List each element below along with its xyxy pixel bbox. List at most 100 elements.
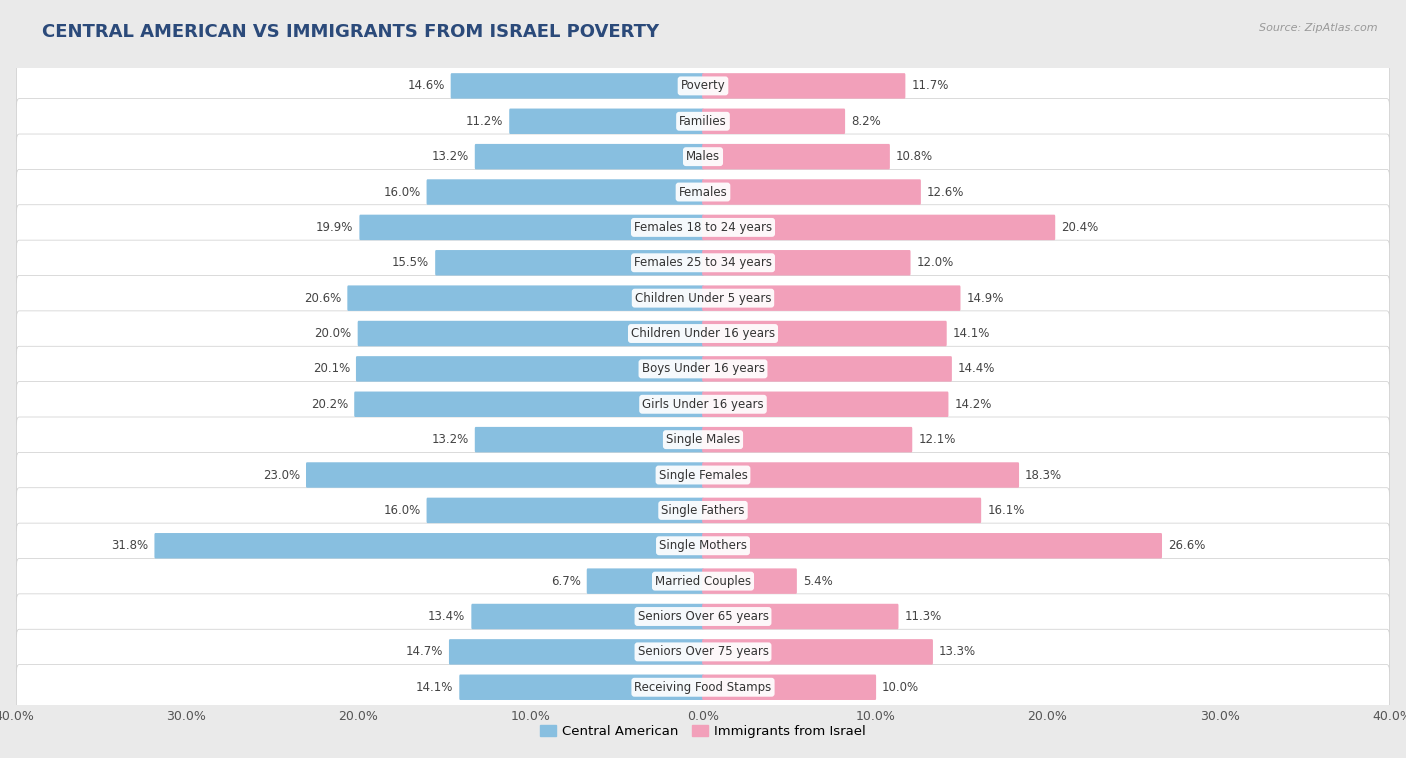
FancyBboxPatch shape <box>17 453 1389 498</box>
Text: 14.1%: 14.1% <box>416 681 453 694</box>
FancyBboxPatch shape <box>702 250 911 275</box>
Text: 13.3%: 13.3% <box>939 645 976 659</box>
FancyBboxPatch shape <box>426 498 704 523</box>
FancyBboxPatch shape <box>702 675 876 700</box>
FancyBboxPatch shape <box>702 286 960 311</box>
Text: 31.8%: 31.8% <box>111 539 149 553</box>
Text: 14.4%: 14.4% <box>957 362 995 375</box>
Text: 14.9%: 14.9% <box>966 292 1004 305</box>
Text: Families: Families <box>679 114 727 128</box>
Text: 20.0%: 20.0% <box>315 327 352 340</box>
Text: Boys Under 16 years: Boys Under 16 years <box>641 362 765 375</box>
FancyBboxPatch shape <box>586 568 704 594</box>
FancyBboxPatch shape <box>460 675 704 700</box>
Text: 19.9%: 19.9% <box>316 221 353 234</box>
FancyBboxPatch shape <box>17 63 1389 108</box>
Text: 13.2%: 13.2% <box>432 433 468 446</box>
FancyBboxPatch shape <box>702 462 1019 487</box>
FancyBboxPatch shape <box>702 108 845 134</box>
Text: 11.2%: 11.2% <box>465 114 503 128</box>
FancyBboxPatch shape <box>702 604 898 629</box>
FancyBboxPatch shape <box>17 559 1389 604</box>
Text: 10.0%: 10.0% <box>882 681 920 694</box>
FancyBboxPatch shape <box>17 629 1389 675</box>
FancyBboxPatch shape <box>17 417 1389 462</box>
FancyBboxPatch shape <box>17 169 1389 215</box>
Text: 12.6%: 12.6% <box>927 186 965 199</box>
Text: Seniors Over 65 years: Seniors Over 65 years <box>637 610 769 623</box>
Text: 11.7%: 11.7% <box>911 80 949 92</box>
FancyBboxPatch shape <box>702 568 797 594</box>
FancyBboxPatch shape <box>426 180 704 205</box>
Text: 6.7%: 6.7% <box>551 575 581 587</box>
Text: 18.3%: 18.3% <box>1025 468 1062 481</box>
Text: 11.3%: 11.3% <box>904 610 942 623</box>
Text: 20.4%: 20.4% <box>1062 221 1098 234</box>
Text: Females 25 to 34 years: Females 25 to 34 years <box>634 256 772 269</box>
Legend: Central American, Immigrants from Israel: Central American, Immigrants from Israel <box>534 719 872 743</box>
Text: Seniors Over 75 years: Seniors Over 75 years <box>637 645 769 659</box>
FancyBboxPatch shape <box>354 392 704 417</box>
FancyBboxPatch shape <box>471 604 704 629</box>
Text: 13.4%: 13.4% <box>427 610 465 623</box>
Text: Single Males: Single Males <box>666 433 740 446</box>
FancyBboxPatch shape <box>17 381 1389 427</box>
FancyBboxPatch shape <box>702 321 946 346</box>
Text: 5.4%: 5.4% <box>803 575 832 587</box>
Text: 15.5%: 15.5% <box>392 256 429 269</box>
Text: Females 18 to 24 years: Females 18 to 24 years <box>634 221 772 234</box>
FancyBboxPatch shape <box>347 286 704 311</box>
Text: Source: ZipAtlas.com: Source: ZipAtlas.com <box>1260 23 1378 33</box>
Text: 12.1%: 12.1% <box>918 433 956 446</box>
Text: Children Under 5 years: Children Under 5 years <box>634 292 772 305</box>
Text: 20.6%: 20.6% <box>304 292 342 305</box>
Text: 12.0%: 12.0% <box>917 256 953 269</box>
FancyBboxPatch shape <box>17 134 1389 180</box>
FancyBboxPatch shape <box>17 205 1389 250</box>
FancyBboxPatch shape <box>360 215 704 240</box>
Text: 16.1%: 16.1% <box>987 504 1025 517</box>
FancyBboxPatch shape <box>702 639 934 665</box>
FancyBboxPatch shape <box>17 346 1389 392</box>
Text: Single Mothers: Single Mothers <box>659 539 747 553</box>
FancyBboxPatch shape <box>702 498 981 523</box>
FancyBboxPatch shape <box>155 533 704 559</box>
Text: Receiving Food Stamps: Receiving Food Stamps <box>634 681 772 694</box>
Text: 20.2%: 20.2% <box>311 398 349 411</box>
Text: 8.2%: 8.2% <box>851 114 882 128</box>
FancyBboxPatch shape <box>702 392 949 417</box>
FancyBboxPatch shape <box>17 665 1389 710</box>
Text: 20.1%: 20.1% <box>312 362 350 375</box>
FancyBboxPatch shape <box>509 108 704 134</box>
Text: 26.6%: 26.6% <box>1168 539 1205 553</box>
Text: 14.7%: 14.7% <box>405 645 443 659</box>
Text: CENTRAL AMERICAN VS IMMIGRANTS FROM ISRAEL POVERTY: CENTRAL AMERICAN VS IMMIGRANTS FROM ISRA… <box>42 23 659 41</box>
FancyBboxPatch shape <box>702 74 905 99</box>
Text: Married Couples: Married Couples <box>655 575 751 587</box>
FancyBboxPatch shape <box>17 311 1389 356</box>
Text: Males: Males <box>686 150 720 163</box>
FancyBboxPatch shape <box>17 487 1389 533</box>
FancyBboxPatch shape <box>17 240 1389 286</box>
Text: 14.2%: 14.2% <box>955 398 991 411</box>
FancyBboxPatch shape <box>17 275 1389 321</box>
FancyBboxPatch shape <box>702 533 1161 559</box>
Text: 16.0%: 16.0% <box>384 186 420 199</box>
FancyBboxPatch shape <box>702 356 952 381</box>
Text: 13.2%: 13.2% <box>432 150 468 163</box>
Text: Children Under 16 years: Children Under 16 years <box>631 327 775 340</box>
Text: Single Females: Single Females <box>658 468 748 481</box>
Text: Girls Under 16 years: Girls Under 16 years <box>643 398 763 411</box>
FancyBboxPatch shape <box>702 144 890 169</box>
FancyBboxPatch shape <box>17 99 1389 144</box>
Text: Single Fathers: Single Fathers <box>661 504 745 517</box>
FancyBboxPatch shape <box>451 74 704 99</box>
FancyBboxPatch shape <box>475 427 704 453</box>
FancyBboxPatch shape <box>17 594 1389 639</box>
Text: Females: Females <box>679 186 727 199</box>
FancyBboxPatch shape <box>475 144 704 169</box>
FancyBboxPatch shape <box>449 639 704 665</box>
FancyBboxPatch shape <box>357 321 704 346</box>
FancyBboxPatch shape <box>702 427 912 453</box>
FancyBboxPatch shape <box>702 215 1056 240</box>
